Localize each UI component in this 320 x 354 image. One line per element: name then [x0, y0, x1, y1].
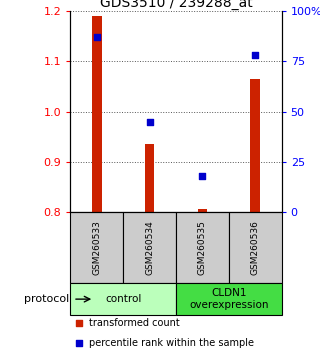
Bar: [145, 144, 154, 212]
Text: transformed count: transformed count: [89, 318, 180, 328]
Point: [253, 52, 258, 58]
Text: GSM260534: GSM260534: [145, 221, 154, 275]
Bar: [92, 16, 101, 212]
Text: GSM260536: GSM260536: [251, 220, 260, 275]
Bar: [123, 212, 176, 283]
Bar: [229, 212, 282, 283]
Text: percentile rank within the sample: percentile rank within the sample: [89, 338, 254, 348]
Bar: [251, 79, 260, 212]
Point: [147, 119, 152, 125]
Point: [76, 320, 81, 326]
Point: [76, 340, 81, 346]
Bar: [70, 283, 176, 315]
Bar: [198, 209, 207, 212]
Text: CLDN1
overexpression: CLDN1 overexpression: [189, 288, 268, 310]
Text: GSM260535: GSM260535: [198, 220, 207, 275]
Bar: [176, 212, 229, 283]
Bar: [176, 283, 282, 315]
Bar: [70, 212, 123, 283]
Text: control: control: [105, 294, 141, 304]
Title: GDS3510 / 239288_at: GDS3510 / 239288_at: [100, 0, 252, 10]
Point: [94, 34, 100, 40]
Point: [200, 173, 205, 179]
Text: GSM260533: GSM260533: [92, 220, 101, 275]
Text: protocol: protocol: [24, 294, 69, 304]
